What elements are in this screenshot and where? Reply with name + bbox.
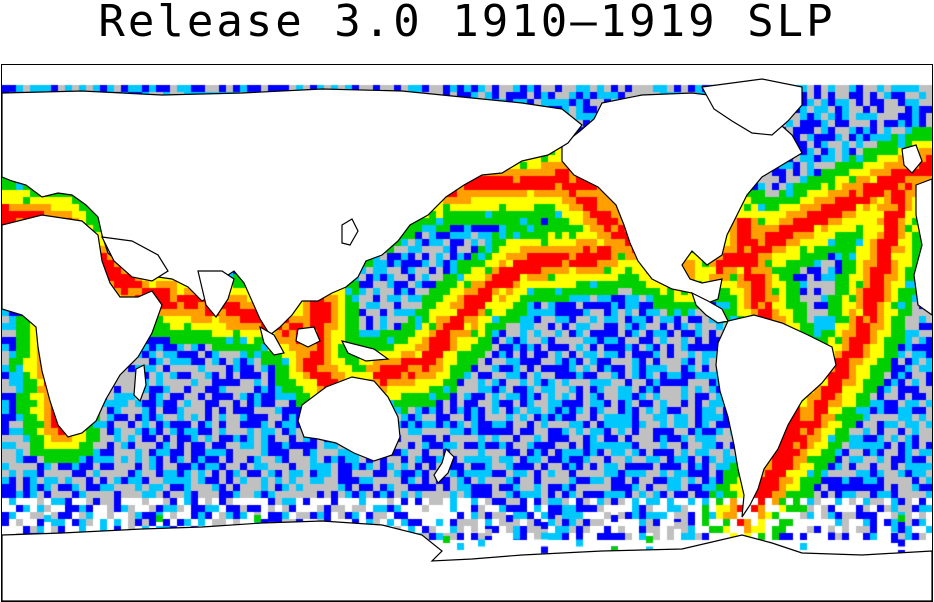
coastline-overlay xyxy=(2,78,932,601)
madagascar-coastline xyxy=(133,364,147,403)
north-america-coastline xyxy=(561,92,803,306)
india-coastline xyxy=(197,270,235,319)
central-america-coastline xyxy=(690,291,729,324)
australia-coastline xyxy=(297,376,401,462)
borneo-coastline xyxy=(295,326,321,348)
new-guinea-coastline xyxy=(340,340,390,362)
british-isles-coastline xyxy=(901,144,923,174)
africa-coastline xyxy=(2,214,163,438)
map-title: Release 3.0 1910–1919 SLP xyxy=(98,0,836,47)
japan-coastline xyxy=(341,218,359,246)
europe-right-coastline xyxy=(913,178,932,316)
antarctica-coastline xyxy=(2,520,932,601)
greenland-coastline xyxy=(701,78,803,136)
south-america-coastline xyxy=(715,314,837,518)
arabian-peninsula-coastline xyxy=(100,236,169,282)
new-zealand-coastline xyxy=(433,447,455,485)
sumatra-coastline xyxy=(259,325,285,356)
map-frame xyxy=(1,64,933,602)
